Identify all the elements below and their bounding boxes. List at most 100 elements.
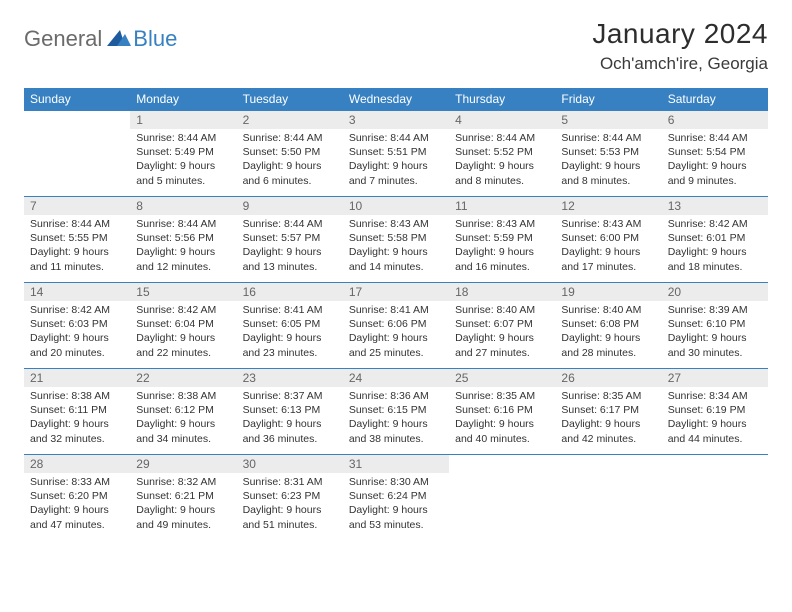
day-content: Sunrise: 8:38 AMSunset: 6:12 PMDaylight:… [130, 387, 236, 450]
logo-text-blue: Blue [133, 26, 177, 52]
empty-cell [555, 455, 661, 541]
day-content: Sunrise: 8:44 AMSunset: 5:49 PMDaylight:… [130, 129, 236, 192]
day-cell: 21Sunrise: 8:38 AMSunset: 6:11 PMDayligh… [24, 369, 130, 455]
logo-text-general: General [24, 26, 102, 52]
calendar-head: SundayMondayTuesdayWednesdayThursdayFrid… [24, 88, 768, 111]
day-number: 10 [343, 197, 449, 215]
calendar-body: 1Sunrise: 8:44 AMSunset: 5:49 PMDaylight… [24, 111, 768, 541]
day-content: Sunrise: 8:43 AMSunset: 5:59 PMDaylight:… [449, 215, 555, 278]
day-cell: 2Sunrise: 8:44 AMSunset: 5:50 PMDaylight… [237, 111, 343, 197]
day-number: 8 [130, 197, 236, 215]
weekday-row: SundayMondayTuesdayWednesdayThursdayFrid… [24, 88, 768, 111]
day-cell: 11Sunrise: 8:43 AMSunset: 5:59 PMDayligh… [449, 197, 555, 283]
calendar-row: 14Sunrise: 8:42 AMSunset: 6:03 PMDayligh… [24, 283, 768, 369]
day-content: Sunrise: 8:41 AMSunset: 6:06 PMDaylight:… [343, 301, 449, 364]
day-cell: 8Sunrise: 8:44 AMSunset: 5:56 PMDaylight… [130, 197, 236, 283]
day-content: Sunrise: 8:40 AMSunset: 6:08 PMDaylight:… [555, 301, 661, 364]
day-number: 3 [343, 111, 449, 129]
day-content: Sunrise: 8:38 AMSunset: 6:11 PMDaylight:… [24, 387, 130, 450]
day-content: Sunrise: 8:33 AMSunset: 6:20 PMDaylight:… [24, 473, 130, 536]
day-cell: 1Sunrise: 8:44 AMSunset: 5:49 PMDaylight… [130, 111, 236, 197]
day-number: 30 [237, 455, 343, 473]
day-cell: 9Sunrise: 8:44 AMSunset: 5:57 PMDaylight… [237, 197, 343, 283]
day-cell: 24Sunrise: 8:36 AMSunset: 6:15 PMDayligh… [343, 369, 449, 455]
day-number: 16 [237, 283, 343, 301]
day-cell: 28Sunrise: 8:33 AMSunset: 6:20 PMDayligh… [24, 455, 130, 541]
day-number: 13 [662, 197, 768, 215]
day-cell: 17Sunrise: 8:41 AMSunset: 6:06 PMDayligh… [343, 283, 449, 369]
logo-triangle-icon [107, 28, 131, 51]
day-number: 4 [449, 111, 555, 129]
day-content: Sunrise: 8:35 AMSunset: 6:17 PMDaylight:… [555, 387, 661, 450]
day-content: Sunrise: 8:35 AMSunset: 6:16 PMDaylight:… [449, 387, 555, 450]
day-cell: 7Sunrise: 8:44 AMSunset: 5:55 PMDaylight… [24, 197, 130, 283]
month-title: January 2024 [592, 18, 768, 50]
day-number: 31 [343, 455, 449, 473]
day-content: Sunrise: 8:36 AMSunset: 6:15 PMDaylight:… [343, 387, 449, 450]
day-number: 5 [555, 111, 661, 129]
day-cell: 27Sunrise: 8:34 AMSunset: 6:19 PMDayligh… [662, 369, 768, 455]
calendar-table: SundayMondayTuesdayWednesdayThursdayFrid… [24, 88, 768, 541]
weekday-header: Friday [555, 88, 661, 111]
day-content: Sunrise: 8:44 AMSunset: 5:55 PMDaylight:… [24, 215, 130, 278]
day-number: 24 [343, 369, 449, 387]
day-cell: 18Sunrise: 8:40 AMSunset: 6:07 PMDayligh… [449, 283, 555, 369]
day-cell: 23Sunrise: 8:37 AMSunset: 6:13 PMDayligh… [237, 369, 343, 455]
empty-cell [449, 455, 555, 541]
day-content: Sunrise: 8:44 AMSunset: 5:51 PMDaylight:… [343, 129, 449, 192]
weekday-header: Sunday [24, 88, 130, 111]
day-content: Sunrise: 8:42 AMSunset: 6:03 PMDaylight:… [24, 301, 130, 364]
day-cell: 3Sunrise: 8:44 AMSunset: 5:51 PMDaylight… [343, 111, 449, 197]
day-content: Sunrise: 8:44 AMSunset: 5:52 PMDaylight:… [449, 129, 555, 192]
day-cell: 26Sunrise: 8:35 AMSunset: 6:17 PMDayligh… [555, 369, 661, 455]
day-cell: 12Sunrise: 8:43 AMSunset: 6:00 PMDayligh… [555, 197, 661, 283]
day-cell: 10Sunrise: 8:43 AMSunset: 5:58 PMDayligh… [343, 197, 449, 283]
day-content: Sunrise: 8:42 AMSunset: 6:04 PMDaylight:… [130, 301, 236, 364]
weekday-header: Tuesday [237, 88, 343, 111]
day-cell: 22Sunrise: 8:38 AMSunset: 6:12 PMDayligh… [130, 369, 236, 455]
day-cell: 5Sunrise: 8:44 AMSunset: 5:53 PMDaylight… [555, 111, 661, 197]
day-number: 22 [130, 369, 236, 387]
day-number: 21 [24, 369, 130, 387]
day-number: 1 [130, 111, 236, 129]
weekday-header: Thursday [449, 88, 555, 111]
calendar-row: 1Sunrise: 8:44 AMSunset: 5:49 PMDaylight… [24, 111, 768, 197]
day-number: 17 [343, 283, 449, 301]
calendar-row: 21Sunrise: 8:38 AMSunset: 6:11 PMDayligh… [24, 369, 768, 455]
day-content: Sunrise: 8:34 AMSunset: 6:19 PMDaylight:… [662, 387, 768, 450]
calendar-row: 7Sunrise: 8:44 AMSunset: 5:55 PMDaylight… [24, 197, 768, 283]
day-content: Sunrise: 8:43 AMSunset: 6:00 PMDaylight:… [555, 215, 661, 278]
day-content: Sunrise: 8:44 AMSunset: 5:53 PMDaylight:… [555, 129, 661, 192]
header: General Blue January 2024 Och'amch'ire, … [24, 18, 768, 74]
empty-cell [24, 111, 130, 197]
day-cell: 31Sunrise: 8:30 AMSunset: 6:24 PMDayligh… [343, 455, 449, 541]
day-number: 2 [237, 111, 343, 129]
day-content: Sunrise: 8:37 AMSunset: 6:13 PMDaylight:… [237, 387, 343, 450]
day-number: 18 [449, 283, 555, 301]
location: Och'amch'ire, Georgia [592, 54, 768, 74]
day-content: Sunrise: 8:42 AMSunset: 6:01 PMDaylight:… [662, 215, 768, 278]
day-number: 23 [237, 369, 343, 387]
day-cell: 4Sunrise: 8:44 AMSunset: 5:52 PMDaylight… [449, 111, 555, 197]
day-cell: 16Sunrise: 8:41 AMSunset: 6:05 PMDayligh… [237, 283, 343, 369]
logo: General Blue [24, 26, 177, 52]
day-cell: 6Sunrise: 8:44 AMSunset: 5:54 PMDaylight… [662, 111, 768, 197]
day-number: 27 [662, 369, 768, 387]
day-number: 6 [662, 111, 768, 129]
day-number: 20 [662, 283, 768, 301]
day-cell: 13Sunrise: 8:42 AMSunset: 6:01 PMDayligh… [662, 197, 768, 283]
day-number: 26 [555, 369, 661, 387]
day-number: 15 [130, 283, 236, 301]
day-cell: 29Sunrise: 8:32 AMSunset: 6:21 PMDayligh… [130, 455, 236, 541]
day-content: Sunrise: 8:32 AMSunset: 6:21 PMDaylight:… [130, 473, 236, 536]
day-cell: 14Sunrise: 8:42 AMSunset: 6:03 PMDayligh… [24, 283, 130, 369]
day-number: 28 [24, 455, 130, 473]
day-number: 9 [237, 197, 343, 215]
day-number: 19 [555, 283, 661, 301]
day-cell: 15Sunrise: 8:42 AMSunset: 6:04 PMDayligh… [130, 283, 236, 369]
day-content: Sunrise: 8:41 AMSunset: 6:05 PMDaylight:… [237, 301, 343, 364]
day-content: Sunrise: 8:30 AMSunset: 6:24 PMDaylight:… [343, 473, 449, 536]
empty-cell [662, 455, 768, 541]
day-cell: 20Sunrise: 8:39 AMSunset: 6:10 PMDayligh… [662, 283, 768, 369]
day-content: Sunrise: 8:44 AMSunset: 5:54 PMDaylight:… [662, 129, 768, 192]
